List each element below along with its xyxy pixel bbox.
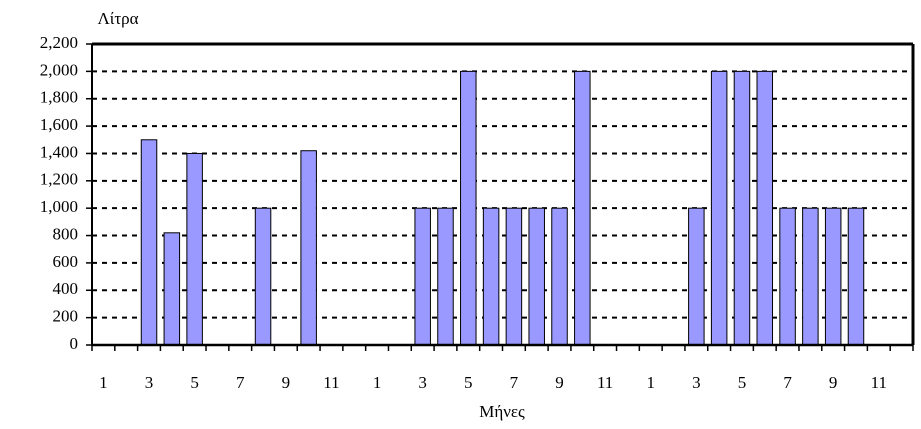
y-tick-label: 600	[53, 252, 79, 271]
y-tick-label: 1,000	[40, 197, 78, 216]
x-tick-label: 3	[692, 373, 701, 392]
bar	[300, 150, 317, 346]
x-tick-label: 9	[282, 373, 291, 392]
bar	[460, 70, 477, 346]
bar	[163, 232, 181, 346]
x-tick-label: 3	[145, 373, 154, 392]
y-tick-label: 1,600	[40, 115, 78, 134]
y-tick-label: 2,200	[40, 33, 78, 52]
x-tick-label: 7	[510, 373, 519, 392]
bar	[482, 207, 500, 346]
x-tick-label: 7	[783, 373, 792, 392]
x-tick-label: 1	[373, 373, 382, 392]
y-tick-label: 0	[70, 334, 79, 353]
y-tick-label: 200	[53, 307, 79, 326]
x-axis-title: Μήνες	[479, 402, 525, 421]
x-tick-label: 11	[597, 373, 613, 392]
y-tick-label: 800	[53, 224, 79, 243]
x-tick-label: 3	[418, 373, 427, 392]
bar	[824, 207, 842, 346]
y-tick-label: 1,800	[40, 88, 78, 107]
x-tick-label: 11	[871, 373, 887, 392]
y-tick-label: 2,000	[40, 60, 78, 79]
x-tick-label: 9	[829, 373, 838, 392]
x-tick-label: 7	[236, 373, 245, 392]
bar	[802, 207, 819, 346]
bar	[847, 207, 865, 346]
x-tick-label: 11	[323, 373, 339, 392]
bar	[779, 207, 796, 346]
y-tick-label: 400	[53, 279, 79, 298]
bar	[505, 207, 523, 346]
x-tick-label: 1	[99, 373, 108, 392]
bar	[688, 207, 705, 346]
x-tick-label: 9	[555, 373, 564, 392]
bar	[437, 207, 454, 346]
bar	[254, 207, 272, 346]
x-tick-label: 5	[190, 373, 199, 392]
bar	[574, 70, 591, 346]
bar	[551, 207, 568, 346]
bar	[186, 152, 203, 346]
bar	[140, 139, 158, 346]
y-tick-label: 1,200	[40, 170, 78, 189]
bar	[414, 207, 431, 346]
y-axis-title: Λίτρα	[97, 9, 138, 28]
x-tick-label: 5	[738, 373, 747, 392]
bar	[710, 70, 728, 346]
bar	[733, 70, 751, 346]
x-tick-label: 1	[646, 373, 655, 392]
bar	[528, 207, 545, 346]
bar	[756, 70, 774, 346]
x-tick-label: 5	[464, 373, 473, 392]
y-tick-label: 1,400	[40, 142, 78, 161]
